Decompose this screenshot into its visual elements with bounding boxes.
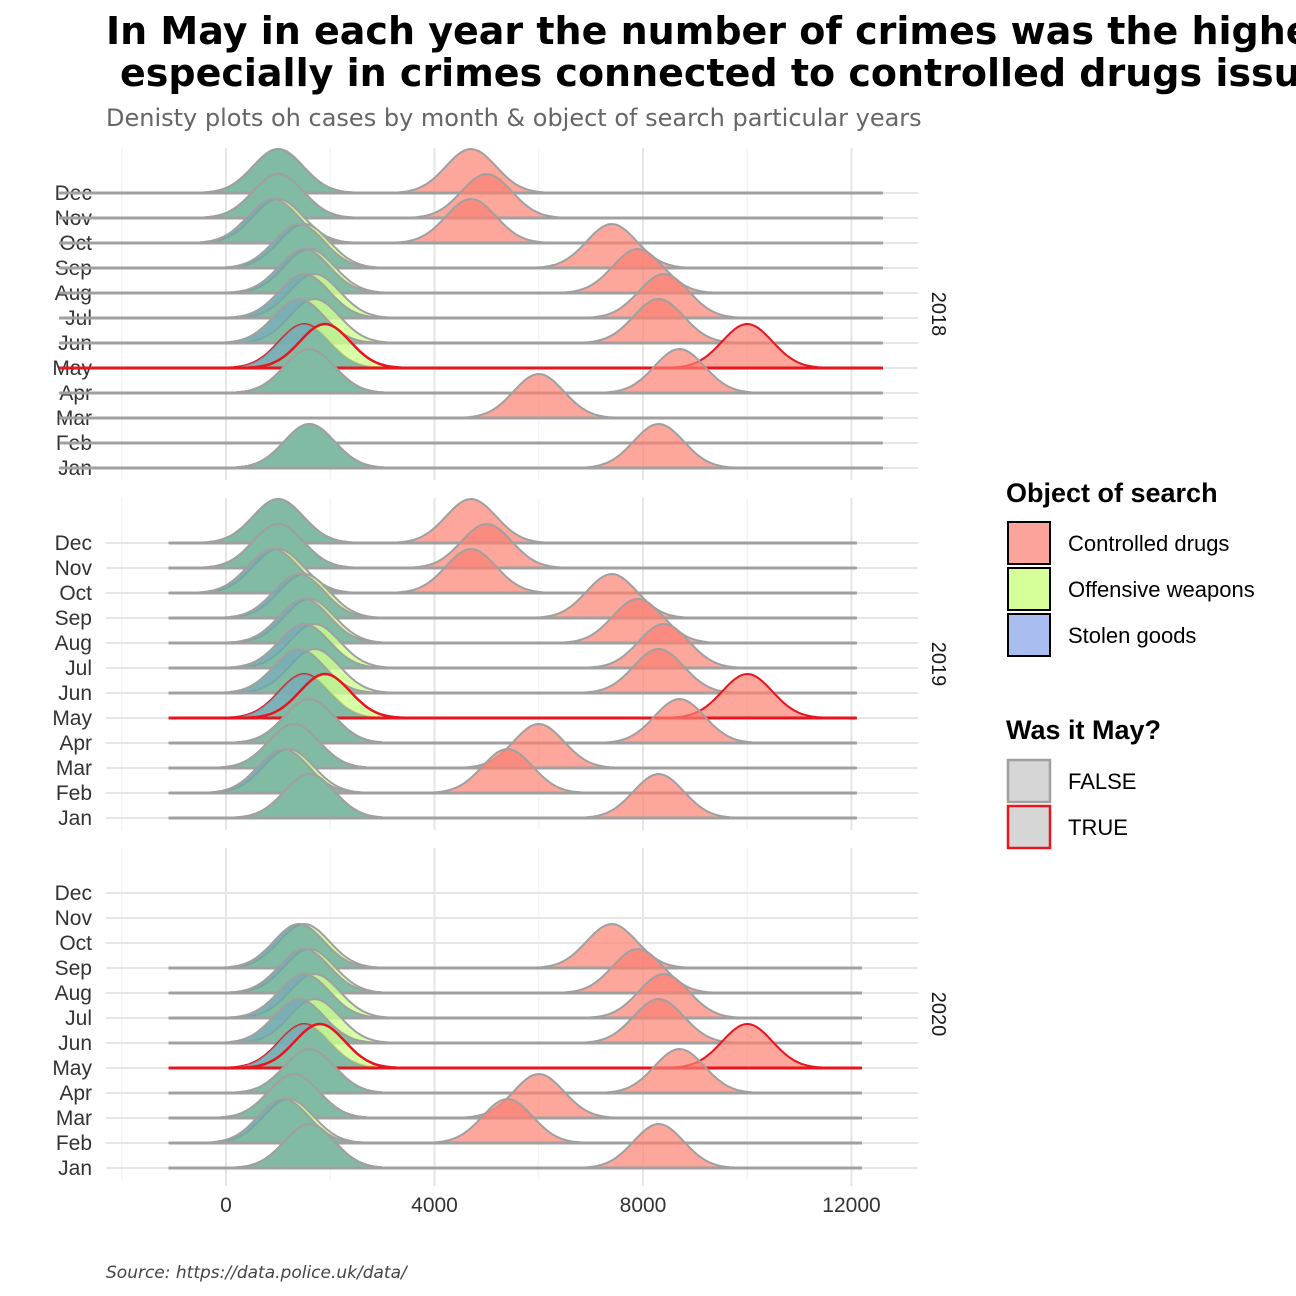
- y-tick-label: Oct: [59, 932, 92, 955]
- ridge-2020-Feb: [168, 1097, 862, 1145]
- ridge-2018-Oct: [59, 197, 883, 245]
- ridge-2018-Aug: [59, 247, 883, 295]
- legend-key-stolen-goods: [1007, 613, 1051, 657]
- legend-title-object: Object of search: [1006, 478, 1218, 508]
- y-tick-label: Aug: [55, 982, 92, 1005]
- ridge-overlap: [168, 674, 857, 718]
- facet-strip-label: 2020: [927, 992, 949, 1037]
- y-tick-label: Jul: [65, 1007, 92, 1030]
- legend-key-offensive-weapons: [1007, 567, 1051, 611]
- y-tick-label: May: [52, 707, 92, 730]
- legend-label: Controlled drugs: [1068, 531, 1229, 556]
- x-tick-label: 12000: [822, 1194, 880, 1217]
- y-tick-label: Mar: [56, 1107, 92, 1130]
- legend-title-may: Was it May?: [1006, 715, 1161, 745]
- chart-caption: Source: https://data.police.uk/data/: [106, 1263, 409, 1283]
- legend-key-false: [1006, 758, 1052, 804]
- y-tick-label: Nov: [55, 907, 93, 930]
- ridge-2018-Apr: [59, 347, 883, 395]
- ridge-2019-Oct: [168, 547, 857, 595]
- legend: Object of search Controlled drugs Offensi…: [1006, 478, 1255, 850]
- ridge-controlled-drugs: [59, 372, 883, 419]
- chart-title-line-1: In May in each year the number of crimes…: [106, 9, 1296, 53]
- ridge-overlap: [168, 1024, 862, 1068]
- legend-object-items: Controlled drugs Offensive weapons Stolen …: [1007, 521, 1255, 657]
- facet-strip-label: 2019: [927, 642, 949, 687]
- ridge-2018-May: [59, 322, 883, 370]
- x-axis: 0 4000 8000 12000: [220, 1180, 881, 1217]
- legend-label: Stolen goods: [1068, 623, 1196, 648]
- ridge-overlap: [59, 423, 883, 469]
- legend-key-true: [1006, 804, 1052, 850]
- y-tick-label: Jun: [58, 682, 92, 705]
- ridge-2020-May: [168, 1022, 862, 1070]
- ridge-2018-Mar: [59, 372, 883, 420]
- ridge-controlled-drugs: [59, 247, 883, 294]
- ridge-2018-Jan: [59, 422, 883, 470]
- y-tick-label: Jan: [58, 807, 92, 830]
- ridge-2020-Apr: [168, 1047, 862, 1095]
- ridge-overlap: [59, 324, 883, 368]
- ridge-stolen-goods: [59, 247, 883, 294]
- legend-key-controlled-drugs: [1007, 521, 1051, 565]
- facet-strip-label: 2018: [927, 292, 949, 337]
- y-tick-label: May: [52, 1057, 92, 1080]
- y-tick-label: Dec: [55, 882, 92, 905]
- y-tick-label: Oct: [59, 582, 92, 605]
- ridge-controlled-drugs: [59, 273, 883, 319]
- ridge-2018-Sep: [59, 222, 883, 270]
- y-tick-label: Apr: [59, 732, 92, 755]
- ridge-offensive-weapons: [59, 272, 883, 319]
- y-tick-label: Sep: [55, 607, 92, 630]
- chart-subtitle: Denisty plots oh cases by month & object…: [106, 104, 922, 132]
- y-tick-label: Jul: [65, 657, 92, 680]
- y-tick-label: Feb: [56, 1132, 92, 1155]
- y-tick-label: Nov: [55, 557, 93, 580]
- y-tick-label: Mar: [56, 757, 92, 780]
- y-tick-label: Jan: [58, 1157, 92, 1180]
- ridge-controlled-drugs: [59, 197, 883, 244]
- legend-label: FALSE: [1068, 769, 1136, 794]
- y-tick-label: Sep: [55, 957, 92, 980]
- ridge-controlled-drugs: [59, 322, 883, 369]
- legend-may-items: FALSE TRUE: [1006, 758, 1136, 850]
- ridge-2019-Feb: [168, 747, 857, 795]
- ridge-2018-Jul: [59, 272, 883, 320]
- ridge-overlap: [168, 923, 862, 969]
- x-tick-label: 0: [220, 1194, 232, 1217]
- ridge-offensive-weapons: [59, 248, 883, 294]
- ridge-overlap: [59, 272, 883, 319]
- y-tick-label: Feb: [56, 782, 92, 805]
- y-tick-label: Apr: [59, 1082, 92, 1105]
- ridge-2020-Sep: [168, 922, 862, 970]
- legend-label: TRUE: [1068, 815, 1128, 840]
- y-tick-label: Jun: [58, 1032, 92, 1055]
- legend-label: Offensive weapons: [1068, 577, 1255, 602]
- y-tick-label: Aug: [55, 632, 92, 655]
- ridge-stolen-goods: [59, 272, 883, 319]
- ridge-2019-Jan: [168, 772, 857, 820]
- chart-title-line-2: especially in crimes connected to contro…: [120, 51, 1296, 95]
- y-tick-label: Dec: [55, 532, 92, 555]
- x-tick-label: 4000: [411, 1194, 458, 1217]
- ridge-stolen-goods: [59, 423, 883, 469]
- ridge-offensive-weapons: [59, 423, 883, 469]
- facet-panels: JanFebMarAprMayJunJulAugSepOctNovDec2018…: [52, 147, 949, 1180]
- ridge-overlap: [59, 247, 883, 294]
- x-tick-label: 8000: [620, 1194, 667, 1217]
- ridge-2020-Jan: [168, 1122, 862, 1170]
- ridge-controlled-drugs: [59, 422, 883, 469]
